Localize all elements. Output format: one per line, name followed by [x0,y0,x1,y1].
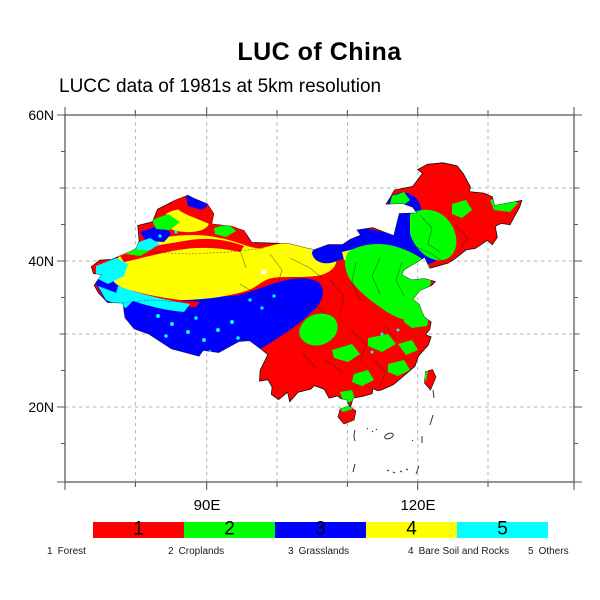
region-tianshan-forest [120,238,244,262]
hainan-island [337,405,357,425]
colorbar-number: 2 [224,518,235,540]
x-axis-label-120e: 120E [400,497,436,514]
colorbar-number: 3 [315,518,326,540]
x-axis-label-90e: 90E [193,497,221,514]
y-axis-label-40n: 40N [28,253,54,269]
tick-marks [57,107,582,490]
legend-item-grasslands: 3 Grasslands [288,546,350,557]
colorbar-segment-croplands: 2 [184,518,275,540]
patch-blue [140,226,172,242]
patch-cyan [116,286,190,312]
plot-frame [64,114,575,483]
colorbar: 1 2 3 4 5 [93,518,548,540]
patch-cyan [96,258,128,284]
patch-cyan [134,238,160,250]
colorbar-segment-others: 5 [457,518,548,540]
colorbar-number: 1 [133,518,144,540]
province-borders [122,214,469,387]
patch-cyan [98,286,134,308]
colorbar-segment-grasslands: 3 [275,518,366,540]
patch-green [352,370,374,386]
patch-green [332,344,360,362]
legend-item-baresoil: 4 Bare Soil and Rocks [408,546,510,557]
colorbar-number: 5 [497,518,508,540]
colorbar-segment-forest: 1 [93,518,184,540]
page-title: LUC of China [237,38,402,66]
sea-island-marks [352,389,435,475]
legend-item-others: 5 Others [528,546,569,557]
region-manchurian-plain-croplands [410,209,457,261]
patch-green [452,200,472,218]
legend-item-croplands: 2 Croplands [168,546,225,557]
cyan-speckles [156,230,400,354]
patch-green [368,334,396,352]
colorbar-segment-baresoil: 4 [366,518,457,540]
plot-subtitle: LUCC data of 1981s at 5km resolution [59,76,382,97]
legend-item-forest: 1 Forest [47,546,86,557]
patch-green [152,214,180,230]
region-north-china-plain-croplands [345,244,432,321]
y-axis-label-60n: 60N [28,107,54,123]
patch-green [398,340,418,355]
qinghai-lake [261,269,267,275]
colorbar-number: 4 [406,518,417,540]
patch-green [214,224,236,237]
region-sichuan-basin-croplands [299,313,338,346]
patch-green [388,360,410,376]
china-map [90,162,523,475]
taiwan-island [424,369,437,391]
y-axis-label-20n: 20N [28,399,54,415]
